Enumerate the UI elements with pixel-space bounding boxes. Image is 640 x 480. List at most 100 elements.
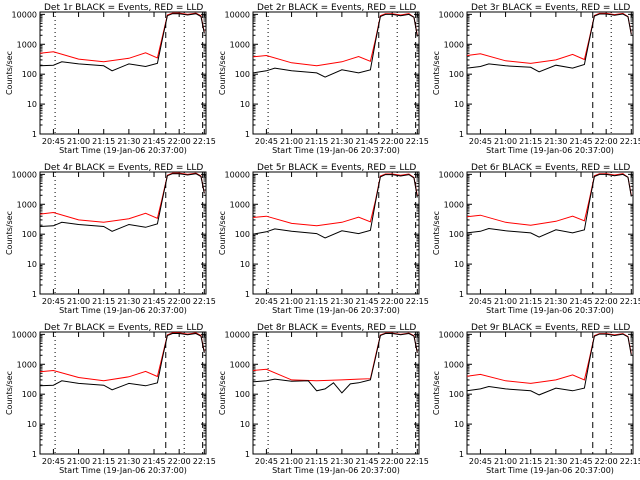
- events-series: [466, 173, 632, 238]
- y-tick-label: 10000: [12, 330, 37, 339]
- x-axis-label: Start Time (19-Jan-06 20:37:00): [272, 466, 400, 475]
- panel-6: Det 6r BLACK = Events, RED = LLD 1 10 100 10…: [432, 163, 640, 315]
- events-series: [252, 332, 418, 394]
- lld-series: [466, 333, 632, 384]
- x-tick-label: 20:45: [469, 457, 492, 466]
- events-series: [466, 333, 632, 396]
- y-tick-label: 1: [32, 130, 37, 139]
- panel-title: Det 5r BLACK = Events, RED = LLD: [257, 163, 416, 173]
- y-tick-label: 100: [22, 70, 37, 79]
- x-tick-label: 22:00: [381, 137, 404, 146]
- events-series: [252, 13, 418, 78]
- panel-1: Det 1r BLACK = Events, RED = LLD 1 10 100 10…: [5, 3, 216, 155]
- y-axis-label: Counts/sec: [5, 371, 14, 415]
- panel-title: Det 7r BLACK = Events, RED = LLD: [44, 323, 203, 333]
- x-tick-label: 22:00: [381, 457, 404, 466]
- lld-series: [39, 332, 205, 382]
- y-tick-label: 10000: [12, 170, 37, 179]
- panel-title: Det 3r BLACK = Events, RED = LLD: [471, 3, 630, 13]
- x-tick-label: 21:30: [117, 457, 140, 466]
- y-tick-label: 100: [235, 70, 250, 79]
- y-axis-label: Counts/sec: [5, 211, 14, 255]
- y-tick-label: 1000: [17, 40, 37, 49]
- y-tick-label: 1: [245, 450, 250, 459]
- panel-9: Det 9r BLACK = Events, RED = LLD 1 10 100 10…: [432, 323, 640, 475]
- events-series: [466, 13, 632, 73]
- x-tick-label: 20:45: [255, 297, 278, 306]
- y-tick-label: 1000: [230, 360, 250, 369]
- y-tick-label: 10: [240, 100, 250, 109]
- y-tick-label: 1000: [444, 200, 464, 209]
- x-axis-label: Start Time (19-Jan-06 20:37:00): [486, 146, 614, 155]
- y-tick-label: 100: [449, 230, 464, 239]
- x-tick-label: 21:15: [305, 457, 328, 466]
- lld-series: [252, 173, 418, 227]
- lld-series: [39, 12, 205, 63]
- y-tick-label: 100: [449, 390, 464, 399]
- y-tick-label: 10: [240, 260, 250, 269]
- y-tick-label: 10000: [225, 170, 250, 179]
- y-tick-label: 100: [449, 70, 464, 79]
- x-tick-label: 21:15: [305, 137, 328, 146]
- x-tick-label: 21:45: [142, 457, 165, 466]
- x-tick-label: 22:15: [406, 457, 429, 466]
- y-axis-label: Counts/sec: [218, 371, 227, 415]
- x-tick-label: 21:30: [544, 297, 567, 306]
- x-tick-label: 22:00: [168, 297, 191, 306]
- y-tick-label: 10000: [12, 10, 37, 19]
- x-tick-label: 21:00: [494, 137, 517, 146]
- y-tick-label: 100: [22, 230, 37, 239]
- y-axis-label: Counts/sec: [432, 371, 441, 415]
- x-tick-label: 20:45: [469, 137, 492, 146]
- y-tick-label: 1000: [444, 360, 464, 369]
- y-tick-label: 10: [27, 420, 37, 429]
- x-tick-label: 20:45: [255, 137, 278, 146]
- panel-title: Det 6r BLACK = Events, RED = LLD: [471, 163, 630, 173]
- y-tick-label: 10: [454, 100, 464, 109]
- x-tick-label: 22:15: [193, 457, 216, 466]
- x-tick-label: 21:00: [67, 297, 90, 306]
- plot-frame: [39, 11, 207, 135]
- lld-series: [252, 332, 418, 382]
- y-tick-label: 100: [22, 390, 37, 399]
- x-tick-label: 22:00: [595, 457, 618, 466]
- plot-frame: [39, 331, 207, 455]
- y-tick-label: 1000: [444, 40, 464, 49]
- x-tick-label: 21:45: [569, 297, 592, 306]
- lld-series: [466, 173, 632, 226]
- plot-frame: [252, 331, 420, 455]
- x-tick-label: 22:15: [620, 137, 640, 146]
- panel-4: Det 4r BLACK = Events, RED = LLD 1 10 100 10…: [5, 163, 216, 315]
- x-tick-label: 22:15: [193, 297, 216, 306]
- plot-frame: [466, 171, 634, 295]
- x-tick-label: 21:15: [519, 297, 542, 306]
- x-tick-label: 21:30: [117, 137, 140, 146]
- events-series: [39, 13, 205, 72]
- x-axis-label: Start Time (19-Jan-06 20:37:00): [272, 306, 400, 315]
- events-series: [252, 174, 418, 239]
- x-tick-label: 22:15: [406, 297, 429, 306]
- x-axis-label: Start Time (19-Jan-06 20:37:00): [486, 466, 614, 475]
- x-tick-label: 21:00: [494, 457, 517, 466]
- panel-title: Det 4r BLACK = Events, RED = LLD: [44, 163, 203, 173]
- x-tick-label: 22:15: [406, 137, 429, 146]
- x-tick-label: 22:15: [620, 457, 640, 466]
- x-tick-label: 21:45: [142, 137, 165, 146]
- y-tick-label: 10: [454, 420, 464, 429]
- y-axis-label: Counts/sec: [432, 51, 441, 95]
- x-tick-label: 21:15: [92, 457, 115, 466]
- events-series: [39, 173, 205, 232]
- x-tick-label: 21:45: [355, 297, 378, 306]
- x-tick-label: 21:00: [280, 297, 303, 306]
- y-tick-label: 1: [32, 450, 37, 459]
- y-tick-label: 10000: [439, 170, 464, 179]
- y-axis-label: Counts/sec: [218, 51, 227, 95]
- x-tick-label: 21:30: [117, 297, 140, 306]
- panel-7: Det 7r BLACK = Events, RED = LLD 1 10 100 10…: [5, 323, 216, 475]
- y-tick-label: 1000: [230, 200, 250, 209]
- y-tick-label: 1: [459, 290, 464, 299]
- plot-frame: [39, 171, 207, 295]
- x-axis-label: Start Time (19-Jan-06 20:37:00): [59, 466, 187, 475]
